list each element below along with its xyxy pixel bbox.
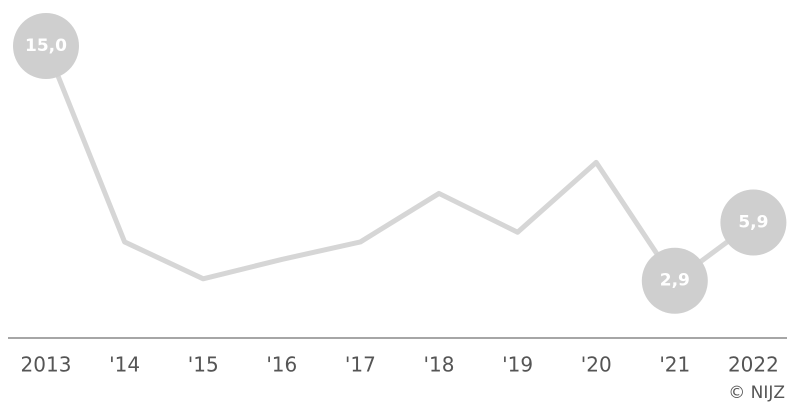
x-tick-label: 2013 bbox=[21, 353, 72, 377]
x-tick-label: '17 bbox=[345, 353, 376, 377]
value-label: 15,0 bbox=[25, 36, 67, 56]
x-tick-label: '16 bbox=[266, 353, 297, 377]
value-bubble bbox=[13, 13, 79, 79]
value-bubble bbox=[641, 247, 708, 314]
x-tick-label: '20 bbox=[581, 353, 612, 377]
x-tick-label: '21 bbox=[659, 353, 690, 377]
value-label: 5,9 bbox=[738, 213, 768, 233]
x-tick-label: '18 bbox=[424, 353, 455, 377]
value-bubble bbox=[720, 189, 787, 256]
x-tick-label: 2022 bbox=[728, 353, 779, 377]
value-label: 2,9 bbox=[660, 271, 690, 291]
line bbox=[43, 45, 755, 284]
x-tick-label: '15 bbox=[188, 353, 219, 377]
x-tick-label: '14 bbox=[109, 353, 140, 377]
x-tick-label: '19 bbox=[502, 353, 533, 377]
source: © NIJZ bbox=[728, 383, 785, 403]
